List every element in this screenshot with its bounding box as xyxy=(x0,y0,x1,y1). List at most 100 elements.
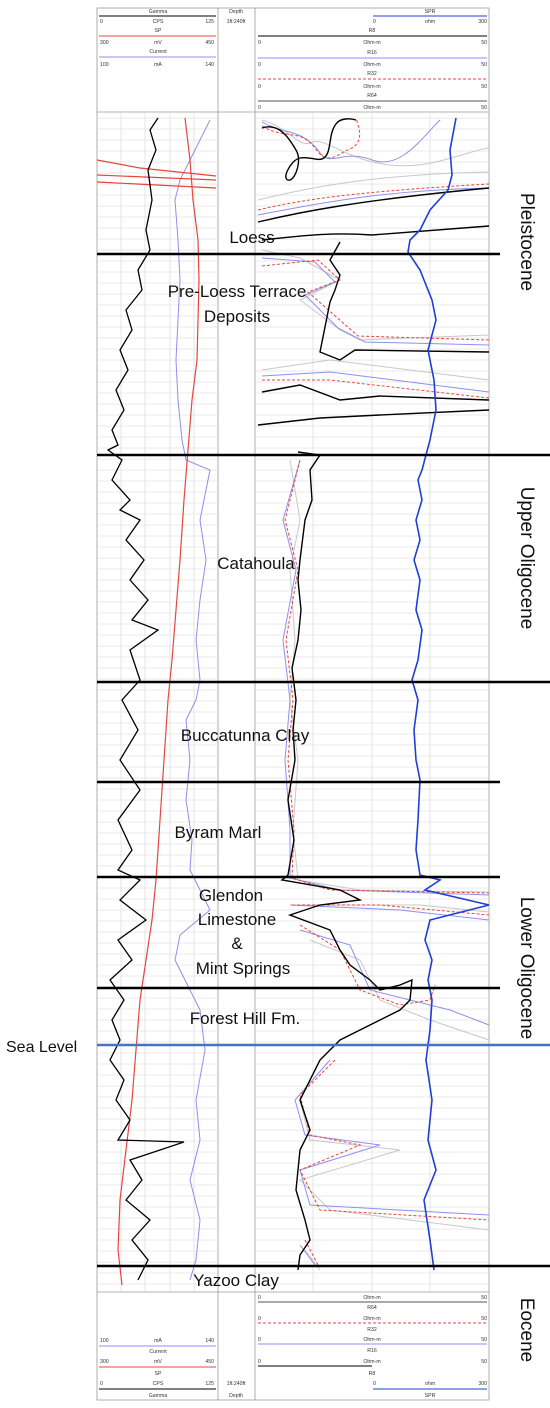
header-r16-max: 50 xyxy=(481,62,487,68)
log-header-bottom: 0 Ohm-m 50 R64 0 Ohm-m 50 R32 0 Ohm-m 50… xyxy=(99,1295,487,1399)
track-frames xyxy=(96,7,490,1401)
footer-r8-unit: Ohm-m xyxy=(363,1359,380,1365)
log-header-top: Gamma 0 CPS 125 SP 300 mV 450 Current 10… xyxy=(99,9,487,111)
footer-r16-name: R16 xyxy=(367,1348,377,1354)
epoch-label: Pleistocene xyxy=(516,193,537,291)
header-r8-name: R8 xyxy=(369,28,376,34)
footer-gamma-name: Gamma xyxy=(149,1393,168,1399)
spr-curve xyxy=(407,117,490,1271)
footer-r8-min: 0 xyxy=(258,1359,261,1365)
sea-level-label: Sea Level xyxy=(6,1039,77,1056)
header-sp-min: 300 xyxy=(100,40,109,46)
header-current-max: 140 xyxy=(205,62,214,68)
footer-sp-min: 300 xyxy=(100,1359,109,1365)
footer-current-max: 140 xyxy=(205,1338,214,1344)
current-curve xyxy=(174,119,211,1281)
header-depth-scale: 1ft:240ft xyxy=(227,19,246,25)
footer-r16-max: 50 xyxy=(481,1337,487,1343)
header-r16-min: 0 xyxy=(258,62,261,68)
footer-sp-unit: mV xyxy=(154,1359,162,1365)
unit-label: Loess xyxy=(229,228,274,247)
unit-label: Deposits xyxy=(204,307,270,326)
unit-label: Glendon xyxy=(199,886,263,905)
header-r64-max: 50 xyxy=(481,105,487,111)
header-gamma-name: Gamma xyxy=(149,9,168,15)
footer-sp-max: 450 xyxy=(205,1359,214,1365)
header-current-unit: mA xyxy=(154,62,162,68)
unit-label: Yazoo Clay xyxy=(193,1271,279,1290)
gamma-curve xyxy=(106,117,185,1281)
r64-curve xyxy=(257,119,490,1271)
unit-label: Buccatunna Clay xyxy=(181,726,310,745)
footer-r32-min: 0 xyxy=(258,1316,261,1322)
grid-lines xyxy=(97,112,489,1292)
header-sp-unit: mV xyxy=(154,40,162,46)
header-r16-name: R16 xyxy=(367,50,377,56)
unit-label: Catahoula xyxy=(217,554,295,573)
footer-r8-name: R8 xyxy=(369,1371,376,1377)
epoch-label: Eocene xyxy=(516,1298,537,1362)
header-r8-unit: Ohm-m xyxy=(363,40,380,46)
footer-spr-name: SPR xyxy=(425,1393,436,1399)
header-r64-unit: Ohm-m xyxy=(363,105,380,111)
footer-spr-unit: ohm xyxy=(425,1381,435,1387)
formation-labels: Loess Pre-Loess Terrace Deposits Catahou… xyxy=(168,228,310,1290)
footer-current-unit: mA xyxy=(154,1338,162,1344)
unit-label: Pre-Loess Terrace xyxy=(168,282,307,301)
epoch-labels: Pleistocene Upper Oligocene Lower Oligoc… xyxy=(516,193,537,1362)
unit-label: Forest Hill Fm. xyxy=(190,1009,301,1028)
formation-boundaries xyxy=(97,252,550,1268)
header-spr-unit: ohm xyxy=(425,19,435,25)
footer-r64-max: 50 xyxy=(481,1295,487,1301)
epoch-label: Upper Oligocene xyxy=(516,487,537,630)
unit-label: Byram Marl xyxy=(175,823,262,842)
r16-curve xyxy=(257,119,490,1266)
header-r32-min: 0 xyxy=(258,84,261,90)
footer-depth-scale: 1ft:240ft xyxy=(227,1381,246,1387)
unit-label: Limestone xyxy=(198,910,276,929)
footer-sp-name: SP xyxy=(155,1371,162,1377)
footer-spr-max: 300 xyxy=(478,1381,487,1387)
header-spr-max: 300 xyxy=(478,19,487,25)
footer-r64-name: R64 xyxy=(367,1305,377,1311)
footer-gamma-unit: CPS xyxy=(153,1381,164,1387)
footer-r64-unit: Ohm-m xyxy=(363,1295,380,1301)
footer-r32-max: 50 xyxy=(481,1316,487,1322)
footer-r32-unit: Ohm-m xyxy=(363,1316,380,1322)
header-r64-min: 0 xyxy=(258,105,261,111)
footer-current-min: 100 xyxy=(100,1338,109,1344)
footer-depth-name: Depth xyxy=(229,1393,243,1399)
header-sp-name: SP xyxy=(155,28,162,34)
log-curves xyxy=(96,117,490,1286)
sp-curve xyxy=(96,117,217,1286)
header-gamma-max: 125 xyxy=(205,19,214,25)
header-r64-name: R64 xyxy=(367,93,377,99)
r32-curve xyxy=(257,117,490,1266)
footer-r16-min: 0 xyxy=(258,1337,261,1343)
header-gamma-min: 0 xyxy=(100,19,103,25)
footer-r8-max: 50 xyxy=(481,1359,487,1365)
header-gamma-unit: CPS xyxy=(153,19,164,25)
r8-curve xyxy=(257,118,490,1271)
header-r32-max: 50 xyxy=(481,84,487,90)
footer-r16-unit: Ohm-m xyxy=(363,1337,380,1343)
header-r16-unit: Ohm-m xyxy=(363,62,380,68)
header-current-min: 100 xyxy=(100,62,109,68)
header-current-name: Current xyxy=(149,49,167,55)
unit-label: Mint Springs xyxy=(196,959,290,978)
header-r32-unit: Ohm-m xyxy=(363,84,380,90)
log-frame xyxy=(96,7,490,1401)
header-r32-name: R32 xyxy=(367,71,377,77)
footer-r64-min: 0 xyxy=(258,1295,261,1301)
footer-current-name: Current xyxy=(149,1349,167,1355)
unit-label: & xyxy=(231,934,243,953)
epoch-label: Lower Oligocene xyxy=(516,897,537,1040)
header-depth-name: Depth xyxy=(229,9,243,15)
footer-gamma-min: 0 xyxy=(100,1381,103,1387)
footer-gamma-max: 125 xyxy=(205,1381,214,1387)
footer-r32-name: R32 xyxy=(367,1327,377,1333)
header-sp-max: 450 xyxy=(205,40,214,46)
header-spr-name: SPR xyxy=(425,9,436,15)
footer-spr-min: 0 xyxy=(373,1381,376,1387)
